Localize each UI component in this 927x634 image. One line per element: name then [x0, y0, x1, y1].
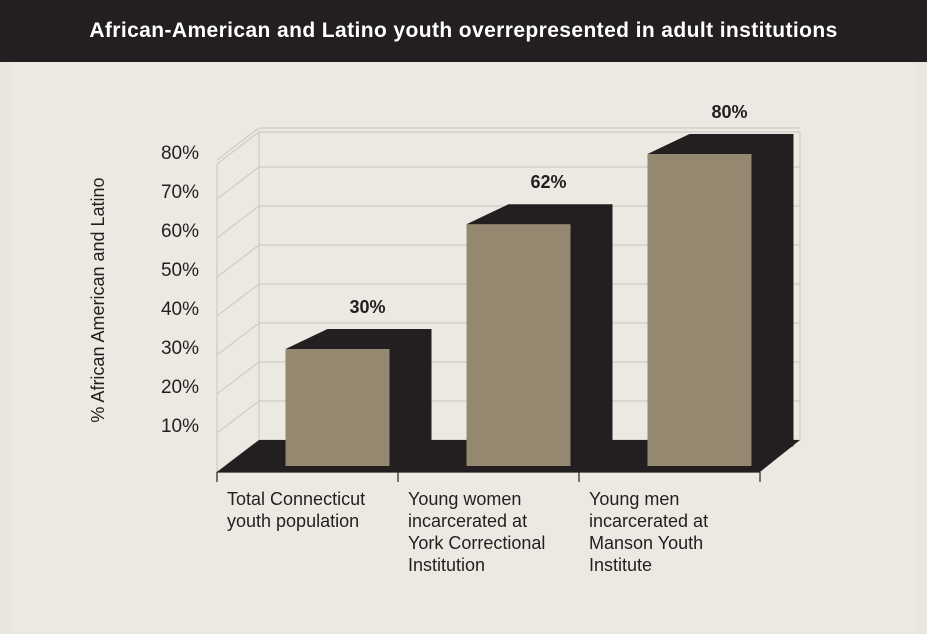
bar-layer — [285, 134, 794, 466]
x-tick-label: Institute — [589, 555, 652, 575]
x-tick-label: Young women — [408, 489, 521, 509]
x-tick-label: York Correctional — [408, 533, 545, 553]
x-tick-label: incarcerated at — [589, 511, 708, 531]
y-tick-label: 80% — [161, 143, 199, 164]
x-tick-label: incarcerated at — [408, 511, 527, 531]
gridline-side — [216, 244, 260, 278]
x-tick-label: Total Connecticut — [227, 489, 365, 509]
data-label: 30% — [349, 297, 385, 317]
side-wall — [216, 130, 260, 474]
chart-title-bar: African-American and Latino youth overre… — [0, 0, 927, 62]
y-axis-label: % African American and Latino — [88, 177, 108, 422]
x-tick-label: youth population — [227, 511, 359, 531]
bar — [285, 349, 390, 466]
gridline-side — [216, 166, 260, 200]
gridline-side — [216, 205, 260, 239]
y-tick-label: 10% — [161, 416, 199, 437]
bar — [466, 224, 571, 466]
gridline-side — [216, 361, 260, 395]
y-tick-label: 20% — [161, 377, 199, 398]
y-tick-label: 50% — [161, 260, 199, 281]
y-tick-label: 40% — [161, 299, 199, 320]
x-tick-label: Young men — [589, 489, 679, 509]
x-tick-label: Manson Youth — [589, 533, 703, 553]
data-label: 80% — [711, 102, 747, 122]
y-tick-label: 30% — [161, 338, 199, 359]
bar — [647, 154, 752, 466]
text-layer: 10% 20% 30% 40% 50% 60% 70% 80% 30% Total Connect… — [161, 102, 748, 575]
x-tick-label: Institution — [408, 555, 485, 575]
gridline-side — [216, 283, 260, 317]
chart-title: African-American and Latino youth overre… — [89, 19, 838, 42]
y-tick-label: 60% — [161, 221, 199, 242]
gridline-side — [216, 127, 260, 161]
y-tick-label: 70% — [161, 182, 199, 203]
gridline-side — [216, 400, 260, 434]
data-label: 62% — [530, 172, 566, 192]
gridline-side — [216, 322, 260, 356]
